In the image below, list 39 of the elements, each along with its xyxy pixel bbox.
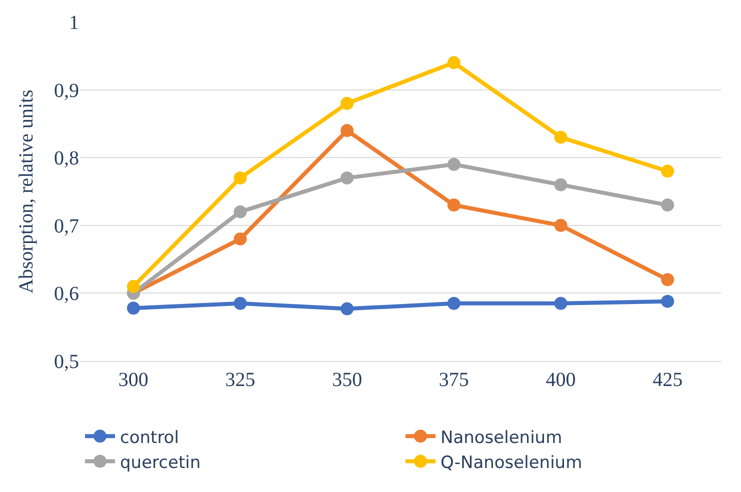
point xyxy=(340,96,354,110)
point xyxy=(234,296,247,310)
y-tick-label: 0,8 xyxy=(54,148,79,170)
point xyxy=(554,130,568,144)
point xyxy=(340,171,354,184)
point xyxy=(447,56,460,70)
point xyxy=(554,178,568,192)
x-tick-label: 400 xyxy=(546,369,576,391)
x-tick-label: 300 xyxy=(118,369,148,391)
x-tick-label: 425 xyxy=(652,369,683,391)
point xyxy=(340,124,354,137)
point xyxy=(234,205,247,218)
point xyxy=(340,302,354,316)
point xyxy=(661,198,674,212)
x-tick-label: 325 xyxy=(225,369,256,391)
point xyxy=(661,164,674,178)
point xyxy=(234,232,247,246)
point xyxy=(447,198,460,212)
x-tick-label: 375 xyxy=(438,369,469,391)
point xyxy=(234,171,247,184)
point xyxy=(554,296,568,310)
legend-label: Q-Nanoselenium xyxy=(440,452,582,473)
legend-label: control xyxy=(120,428,179,448)
y-tick-label: 1 xyxy=(69,12,79,34)
legend-label: quercetin xyxy=(120,452,201,473)
legend-label: Nanoselenium xyxy=(440,428,562,448)
point xyxy=(447,158,460,171)
point xyxy=(661,294,674,308)
point xyxy=(554,218,568,232)
point xyxy=(447,296,460,310)
y-axis-title: Absorption, relative units xyxy=(16,89,38,294)
x-tick-label: 350 xyxy=(332,369,362,391)
point xyxy=(126,302,140,315)
point xyxy=(126,280,140,293)
y-tick-label: 0,5 xyxy=(54,351,79,373)
y-tick-label: 0,7 xyxy=(54,215,79,238)
y-tick-label: 0,6 xyxy=(54,283,79,306)
point xyxy=(661,273,674,286)
y-tick-label: 0,9 xyxy=(54,80,79,102)
